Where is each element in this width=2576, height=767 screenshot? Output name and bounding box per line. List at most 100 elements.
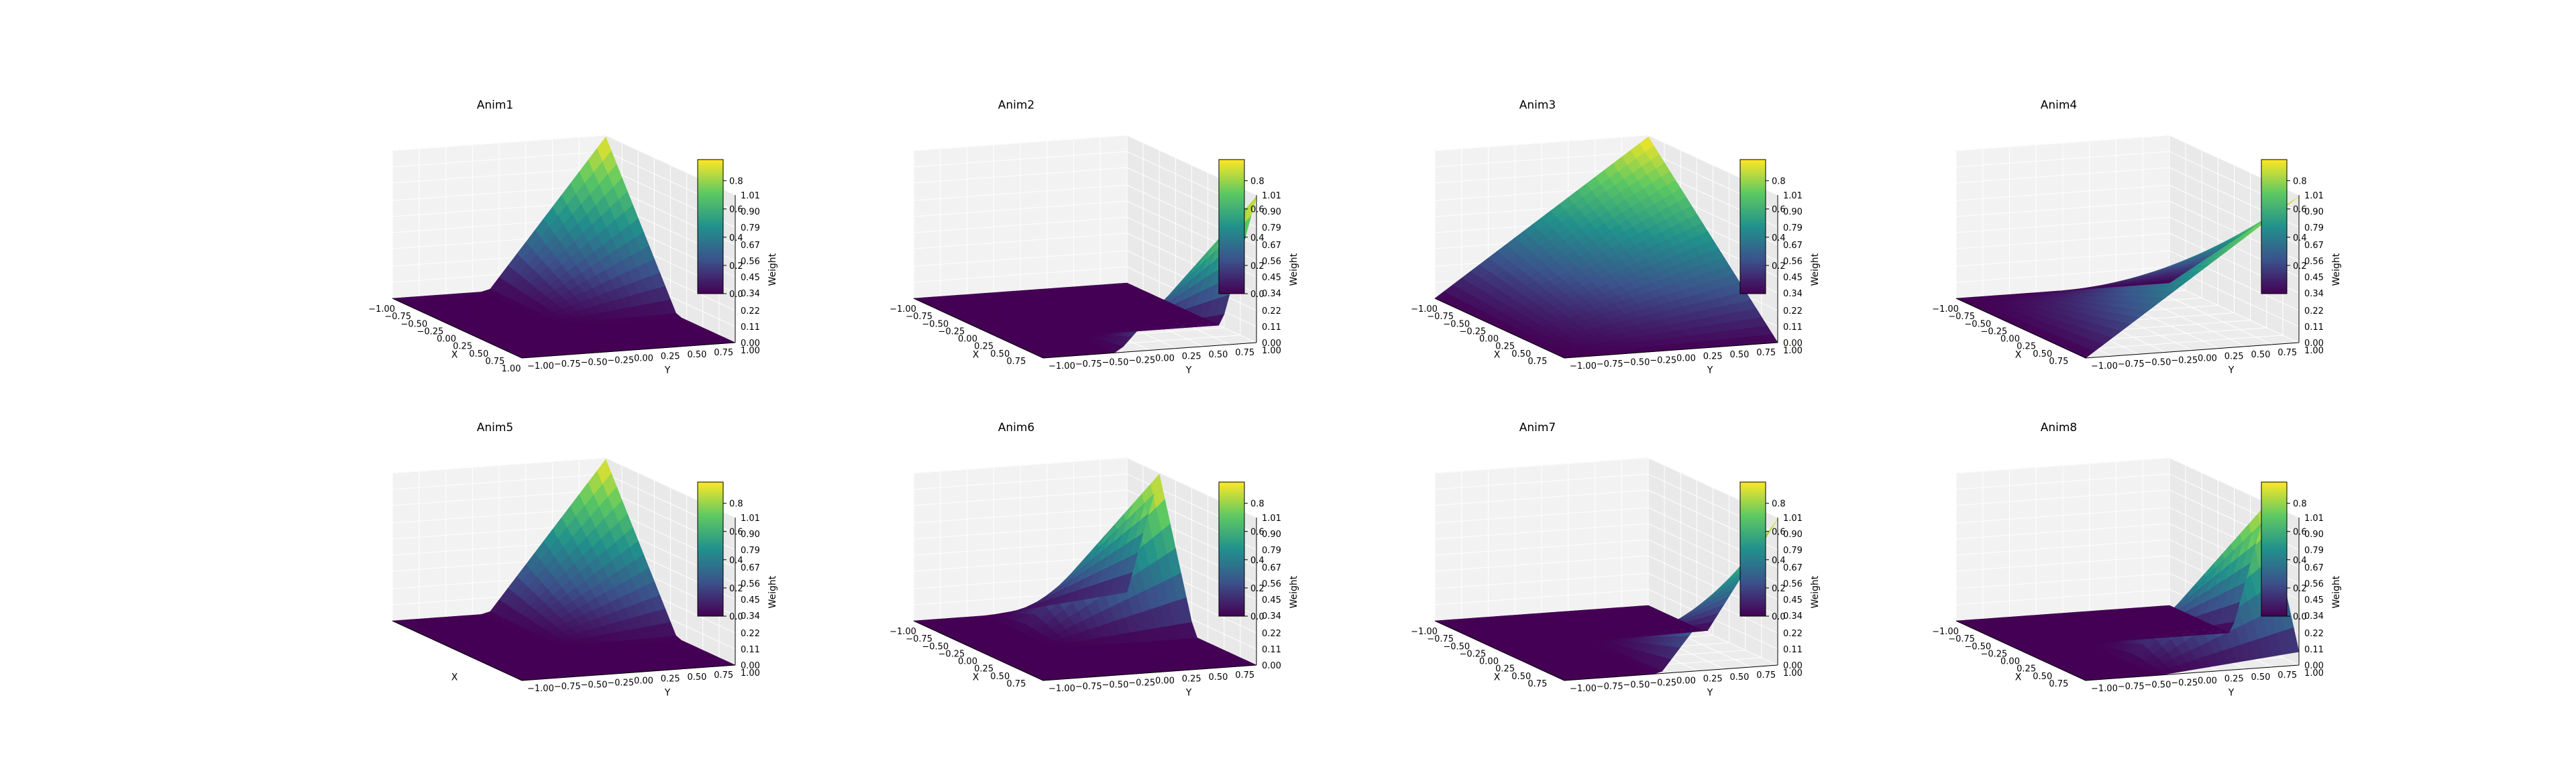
z-tick-label: 1.01 (1262, 191, 1281, 201)
z-tick-label: 0.34 (1262, 611, 1281, 622)
z-tick-label: 0.45 (1262, 273, 1281, 283)
z-tick-label: 0.56 (2304, 257, 2324, 267)
colorbar-tick-label: 0.0 (1250, 290, 1265, 300)
x-axis-label: X (1494, 672, 1501, 683)
x-axis-label: X (973, 672, 979, 683)
y-tick-label: −0.50 (581, 680, 608, 690)
y-tick-label: 1.00 (741, 346, 760, 356)
z-tick-label: 0.34 (1783, 611, 1803, 622)
colorbar-tick-label: 0.2 (2293, 261, 2307, 272)
x-axis-label: X (451, 672, 458, 683)
y-tick-label: 0.00 (1676, 354, 1696, 364)
colorbar (1739, 159, 1766, 294)
z-tick-label: 1.01 (2304, 191, 2324, 201)
subplot-7: −1.00−0.75−0.50−0.250.000.250.500.75 −1.0… (1411, 421, 1821, 699)
z-tick-label: 0.11 (741, 322, 760, 333)
y-tick-label: 0.25 (2224, 352, 2244, 362)
z-tick-label: 0.45 (741, 273, 760, 283)
subplot-1: −1.00−0.75−0.50−0.250.000.250.500.751.00… (368, 99, 778, 376)
x-axis-label: X (973, 350, 979, 361)
z-axis-label: Weight (767, 575, 778, 608)
colorbar-tick-label: 0.8 (1250, 499, 1265, 510)
z-tick-label: 0.22 (1262, 306, 1281, 316)
y-tick-label: 0.00 (1155, 354, 1175, 364)
y-tick-label: 0.75 (1235, 670, 1254, 681)
y-axis-label: Y (664, 688, 671, 699)
z-axis-label: Weight (1289, 575, 1299, 608)
colorbar-tick-label: 0.0 (729, 612, 743, 622)
x-axis-line (392, 298, 523, 359)
z-tick-label: 0.34 (1262, 289, 1281, 299)
z-axis-label: Weight (1810, 253, 1821, 286)
z-tick-label: 0.56 (741, 579, 760, 589)
y-tick-label: 0.50 (1730, 672, 1750, 683)
z-tick-label: 0.79 (1262, 546, 1281, 556)
z-tick-label: 0.67 (1262, 241, 1281, 251)
colorbar-tick-label: 0.6 (1250, 205, 1265, 215)
y-tick-label: 0.75 (1756, 670, 1776, 681)
z-tick-label: 0.34 (1783, 289, 1803, 299)
z-tick-label: 0.00 (1262, 339, 1281, 349)
colorbar-tick-label: 0.0 (1772, 612, 1786, 622)
z-tick-label: 0.56 (1783, 579, 1803, 589)
z-tick-label: 0.67 (1262, 563, 1281, 573)
colorbar-tick-label: 0.4 (729, 556, 743, 566)
y-tick-label: −0.50 (2145, 357, 2171, 367)
z-tick-label: 1.01 (1783, 191, 1803, 201)
y-tick-label: 0.00 (634, 354, 653, 364)
colorbar-tick-label: 0.6 (729, 205, 743, 215)
y-tick-label: 0.50 (688, 350, 707, 360)
z-tick-label: 0.11 (741, 645, 760, 655)
y-tick-label: −0.50 (1623, 680, 1650, 690)
surface (392, 136, 736, 359)
y-tick-label: −0.50 (1623, 357, 1650, 367)
colorbar (697, 481, 724, 617)
y-tick-label: −0.75 (1075, 682, 1102, 692)
colorbar (1218, 481, 1245, 617)
x-tick-label: −0.75 (384, 312, 411, 322)
subplot-3: −1.00−0.75−0.50−0.250.000.250.500.75 −1.0… (1411, 99, 1821, 376)
z-tick-label: 0.22 (741, 629, 760, 639)
z-tick-label: 0.56 (1262, 579, 1281, 589)
colorbar-tick-label: 0.2 (1250, 584, 1265, 594)
grid-line (913, 200, 1257, 261)
z-tick-label: 0.34 (741, 611, 760, 622)
y-tick-label: 0.50 (1730, 350, 1750, 360)
y-tick-label: 0.00 (634, 676, 653, 687)
y-tick-label: 0.25 (661, 352, 680, 362)
y-tick-label: 0.25 (661, 674, 680, 685)
z-tick-label: 0.79 (2304, 223, 2324, 233)
x-tick-label: −0.25 (417, 327, 443, 337)
colorbar-tick-label: 0.8 (1250, 177, 1265, 187)
colorbar-tick-label: 0.8 (729, 499, 743, 510)
colorbar-tick-label: 0.6 (729, 528, 743, 538)
subplot-2: −1.00−0.75−0.50−0.250.000.250.500.75 −1.0… (890, 99, 1299, 376)
colorbar-tick-label: 0.2 (1250, 261, 1265, 272)
z-tick-label: 0.45 (1783, 595, 1803, 605)
subplot-6: −1.00−0.75−0.50−0.250.000.250.500.75 −1.0… (890, 421, 1299, 699)
colorbar (697, 159, 724, 294)
z-tick-label: 0.79 (1783, 546, 1803, 556)
y-tick-label: 0.50 (1209, 350, 1228, 360)
z-tick-label: 0.56 (741, 257, 760, 267)
y-tick-label: 0.25 (1182, 674, 1201, 685)
colorbar-tick-label: 0.0 (1250, 612, 1265, 622)
colorbar-tick-label: 0.4 (1772, 556, 1786, 566)
colorbar-tick-label: 0.8 (729, 177, 743, 187)
y-tick-label: −0.25 (1650, 678, 1676, 688)
z-tick-label: 0.79 (1783, 223, 1803, 233)
x-tick-label: 0.75 (1006, 679, 1026, 689)
z-tick-label: 0.67 (741, 241, 760, 251)
colorbar-tick-label: 0.4 (1250, 233, 1265, 243)
y-tick-label: 0.75 (2277, 348, 2297, 358)
x-tick-label: 0.75 (1527, 357, 1547, 367)
colorbar (1739, 481, 1766, 617)
y-tick-label: −0.75 (554, 682, 581, 692)
grid-line (392, 135, 736, 196)
z-axis-label: Weight (2331, 253, 2342, 286)
y-tick-label: −0.25 (607, 355, 634, 365)
z-tick-label: 0.00 (741, 661, 760, 671)
y-axis-label: Y (1185, 365, 1192, 376)
x-tick-label: 0.75 (2049, 357, 2068, 367)
colorbar-tick-label: 0.6 (1772, 205, 1786, 215)
